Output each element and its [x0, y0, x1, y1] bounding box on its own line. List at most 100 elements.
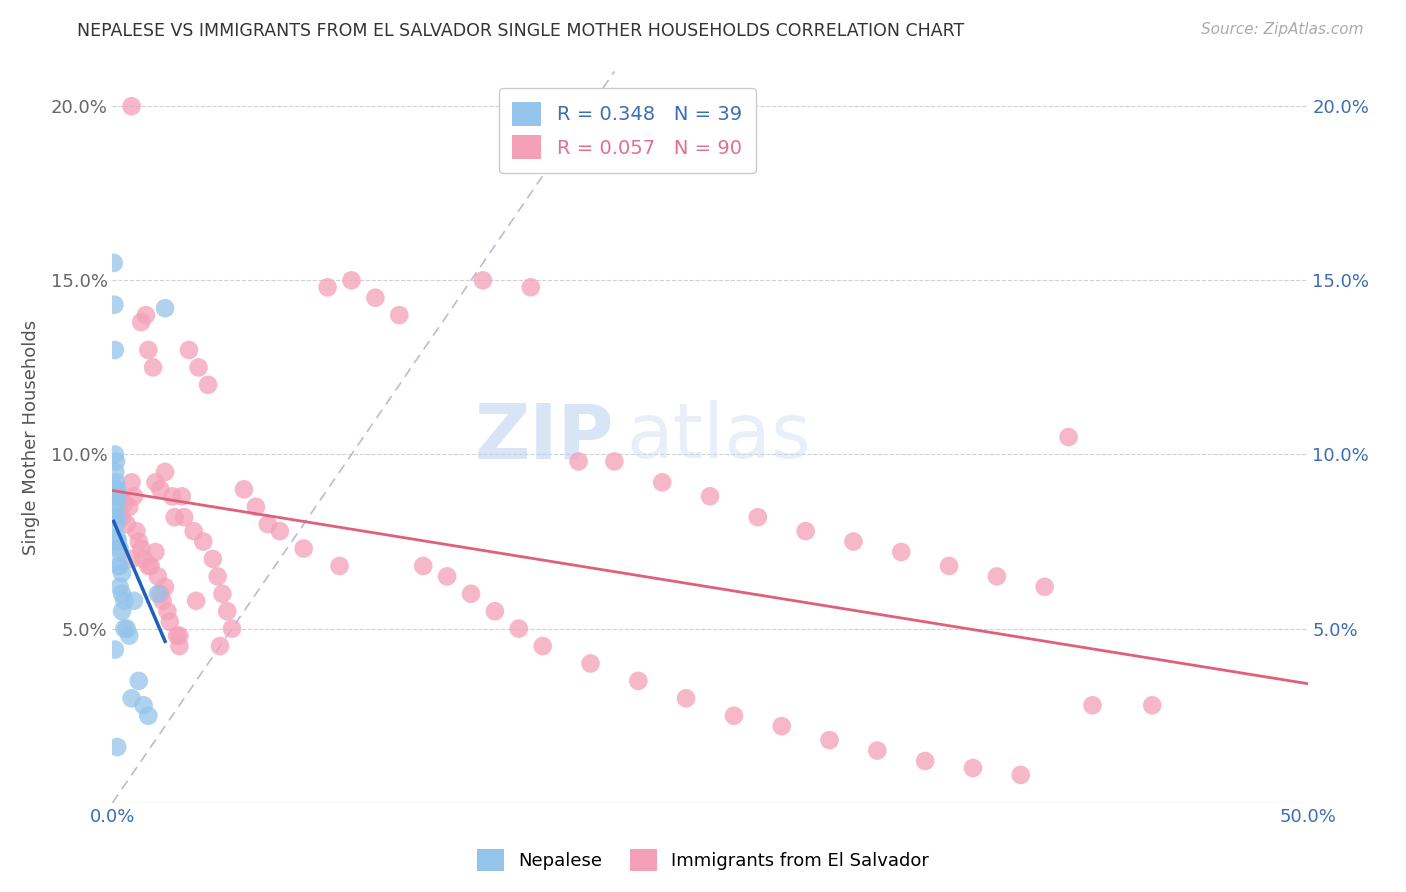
Point: [128, 673, 150, 688]
Point: [818, 733, 841, 747]
Point: [111, 510, 134, 524]
Point: [221, 622, 243, 636]
Point: [627, 673, 650, 688]
Point: [269, 524, 291, 538]
Point: [152, 594, 174, 608]
Point: [138, 708, 160, 723]
Point: [193, 534, 215, 549]
Point: [163, 510, 186, 524]
Point: [245, 500, 267, 514]
Point: [121, 691, 143, 706]
Point: [177, 343, 200, 357]
Point: [153, 465, 176, 479]
Point: [159, 615, 181, 629]
Point: [103, 298, 125, 312]
Point: [166, 629, 188, 643]
Point: [149, 587, 172, 601]
Point: [132, 698, 155, 713]
Point: [146, 569, 169, 583]
Point: [108, 545, 131, 559]
Point: [364, 291, 387, 305]
Point: [842, 534, 865, 549]
Point: [115, 517, 138, 532]
Point: [118, 500, 141, 514]
Point: [138, 343, 160, 357]
Point: [105, 531, 128, 545]
Point: [962, 761, 984, 775]
Point: [145, 545, 167, 559]
Legend: Nepalese, Immigrants from El Salvador: Nepalese, Immigrants from El Salvador: [470, 842, 936, 879]
Point: [388, 308, 411, 322]
Point: [183, 524, 205, 538]
Legend: R = 0.348   N = 39, R = 0.057   N = 90: R = 0.348 N = 39, R = 0.057 N = 90: [499, 88, 756, 173]
Text: NEPALESE VS IMMIGRANTS FROM EL SALVADOR SINGLE MOTHER HOUSEHOLDS CORRELATION CHA: NEPALESE VS IMMIGRANTS FROM EL SALVADOR …: [77, 22, 965, 40]
Point: [211, 587, 233, 601]
Point: [169, 629, 191, 643]
Point: [108, 580, 131, 594]
Point: [412, 558, 434, 573]
Point: [186, 594, 208, 608]
Point: [651, 475, 673, 490]
Point: [170, 489, 193, 503]
Point: [139, 558, 162, 573]
Point: [114, 594, 135, 608]
Point: [472, 273, 495, 287]
Point: [105, 489, 128, 503]
Point: [1081, 698, 1104, 713]
Point: [329, 558, 352, 573]
Point: [890, 545, 912, 559]
Point: [794, 524, 817, 538]
Y-axis label: Single Mother Households: Single Mother Households: [21, 319, 39, 555]
Point: [603, 454, 626, 468]
Point: [197, 377, 219, 392]
Point: [146, 587, 169, 601]
Point: [520, 280, 543, 294]
Point: [111, 604, 134, 618]
Point: [217, 604, 239, 618]
Point: [103, 510, 125, 524]
Point: [104, 642, 127, 657]
Point: [169, 639, 191, 653]
Point: [138, 558, 160, 573]
Point: [866, 743, 889, 757]
Point: [153, 301, 176, 316]
Point: [111, 566, 134, 580]
Point: [105, 475, 128, 490]
Point: [121, 99, 143, 113]
Point: [531, 639, 554, 653]
Point: [986, 569, 1008, 583]
Point: [201, 552, 224, 566]
Point: [122, 489, 145, 503]
Point: [484, 604, 506, 618]
Point: [723, 708, 745, 723]
Point: [209, 639, 232, 653]
Point: [108, 489, 131, 503]
Point: [938, 558, 960, 573]
Point: [257, 517, 280, 532]
Point: [340, 273, 363, 287]
Point: [1033, 580, 1056, 594]
Point: [118, 629, 141, 643]
Point: [103, 256, 125, 270]
Text: ZIP: ZIP: [475, 401, 614, 474]
Point: [104, 500, 127, 514]
Point: [105, 510, 128, 524]
Point: [125, 524, 148, 538]
Point: [173, 510, 195, 524]
Point: [1142, 698, 1164, 713]
Point: [111, 587, 134, 601]
Point: [508, 622, 530, 636]
Point: [153, 580, 176, 594]
Point: [770, 719, 793, 733]
Point: [292, 541, 315, 556]
Point: [108, 558, 131, 573]
Text: atlas: atlas: [627, 401, 811, 474]
Point: [129, 541, 152, 556]
Point: [105, 454, 128, 468]
Point: [579, 657, 602, 671]
Point: [675, 691, 697, 706]
Point: [568, 454, 591, 468]
Text: Source: ZipAtlas.com: Source: ZipAtlas.com: [1201, 22, 1364, 37]
Point: [121, 552, 143, 566]
Point: [1057, 430, 1080, 444]
